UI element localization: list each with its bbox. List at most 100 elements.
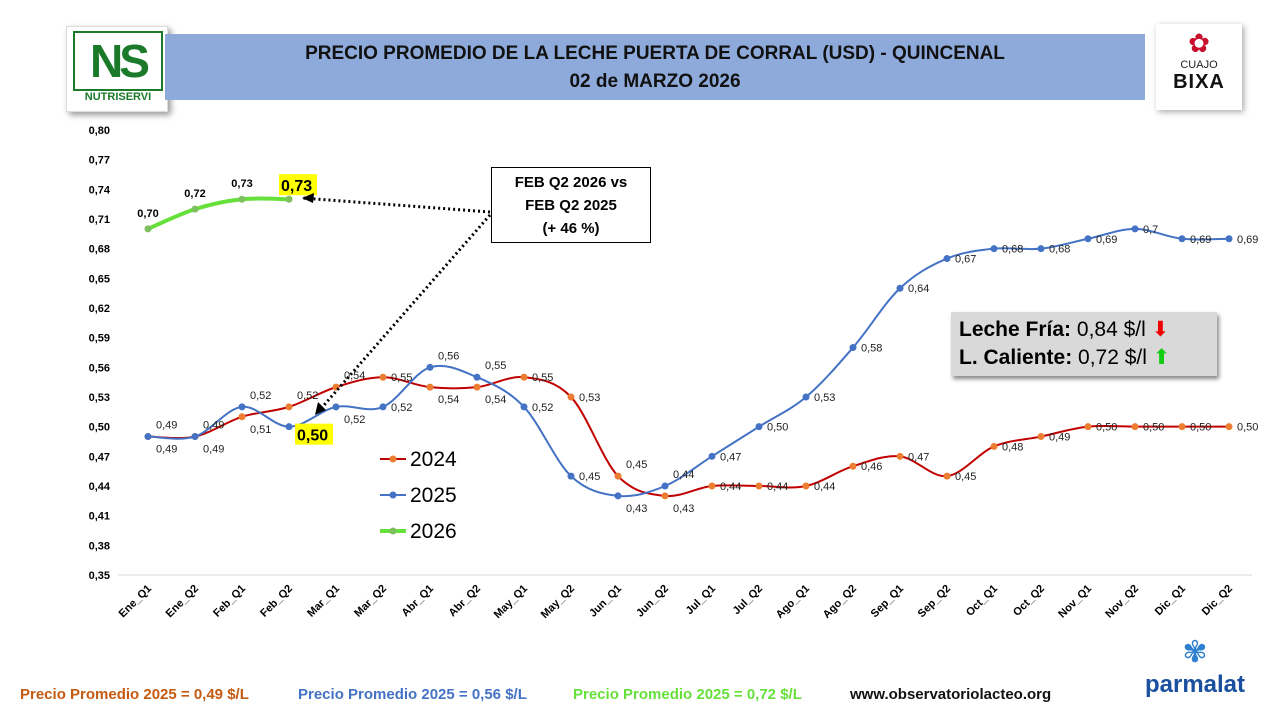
data-label-2024: 0,43 [673,503,694,515]
data-point-2024 [1131,423,1139,431]
x-tick-label: Oct_Q2 [1011,583,1047,619]
data-point-2024 [896,452,904,460]
website-link[interactable]: www.observatoriolacteo.org [850,686,1052,703]
y-tick-label: 0,35 [89,570,110,582]
data-label-2025: 0,43 [626,503,647,515]
data-label-2025: 0,47 [720,451,741,463]
data-label-2024: 0,54 [438,394,459,406]
chart-title: PRECIO PROMEDIO DE LA LECHE PUERTA DE CO… [305,43,1005,64]
y-tick-label: 0,62 [89,303,110,315]
data-point-2025 [896,284,904,292]
data-point-2024 [661,492,669,500]
data-label-2024: 0,55 [532,372,553,384]
data-point-2024 [426,383,434,391]
data-label-2024: 0,44 [720,481,741,493]
x-tick-label: Abr_Q2 [447,583,484,620]
data-point-2026 [285,195,293,203]
x-tick-label: Ene_Q2 [164,583,201,620]
data-point-2024 [238,413,246,421]
logo-top-text: CUAJO [1180,59,1218,71]
data-point-2025 [1225,235,1233,243]
x-tick-label: Feb_Q1 [211,583,248,620]
highlight-box [295,423,333,445]
legend-label: 2026 [410,520,457,543]
data-point-2024 [708,482,716,490]
y-tick-label: 0,77 [89,155,110,167]
x-tick-label: May_Q2 [539,583,577,621]
y-tick-label: 0,56 [89,362,110,374]
data-point-2024 [990,442,998,450]
x-tick-label: Jul_Q1 [684,583,718,617]
data-point-2025 [567,472,575,480]
comparison-callout: FEB Q2 2026 vs FEB Q2 2025 (+ 46 %) [491,167,651,243]
data-point-2025 [708,452,716,460]
data-label-2025: 0,45 [579,471,600,483]
highlight-box [279,174,317,196]
y-tick-label: 0,38 [89,540,110,552]
x-tick-label: Ago_Q1 [774,583,812,621]
data-point-2024 [473,383,481,391]
data-point-2025 [802,393,810,401]
y-tick-label: 0,44 [89,481,111,493]
x-tick-label: Nov_Q2 [1103,583,1141,621]
series-line-2026 [147,196,290,231]
data-label-2024: 0,52 [297,390,318,402]
data-point-2025 [191,433,199,441]
data-point-2025 [426,363,434,371]
legend-marker-2024 [389,455,397,463]
y-tick-label: 0,80 [89,125,110,137]
parmalat-text: parmalat [1144,671,1246,698]
data-label-2025: 0,53 [814,392,835,404]
data-point-2024 [943,472,951,480]
data-label-2025: 0,55 [485,360,506,372]
data-label-2024: 0,49 [156,444,177,456]
legend-label: 2024 [410,448,457,471]
data-label-2025: 0,49 [156,420,177,432]
x-tick-label: Jun_Q2 [634,583,671,620]
x-tick-label: Ene_Q1 [117,583,154,620]
caliente-label: L. Caliente: [959,346,1073,369]
data-label-2024: 0,45 [955,471,976,483]
data-point-2024 [285,403,293,411]
parmalat-logo: ✾ parmalat [1120,635,1270,699]
data-label-2025: 0,69 [1096,234,1117,246]
y-tick-label: 0,65 [89,273,110,285]
data-label-2025: 0,64 [908,283,929,295]
data-point-2025 [614,492,622,500]
x-tick-label: Dic_Q2 [1200,583,1235,618]
data-label-2025: 0,52 [344,414,365,426]
data-label-2024: 0,55 [391,372,412,384]
arrow-down-icon: ⬇ [1151,318,1170,341]
data-label-2025: 0,7 [1143,224,1158,236]
data-point-2024 [1178,423,1186,431]
data-label-2025: 0,69 [1237,234,1258,246]
price-infobox: Leche Fría: 0,84 $/l ⬇ L. Caliente: 0,72… [951,312,1217,376]
data-label-2024: 0,44 [767,481,788,493]
y-tick-label: 0,53 [89,392,110,404]
fria-value: 0,84 $/l [1076,318,1146,341]
arrow-head-icon [315,402,326,415]
callout-line: FEB Q2 2026 vs [514,174,628,191]
parmalat-flower-icon: ✾ [1182,636,1208,669]
x-tick-label: Jun_Q1 [587,583,624,620]
data-point-2024 [1084,423,1092,431]
y-tick-label: 0,41 [89,511,110,523]
data-point-2025 [849,344,857,352]
data-point-2024 [520,373,528,381]
data-point-2025 [520,403,528,411]
x-tick-label: Mar_Q2 [352,583,389,620]
callout-line: FEB Q2 2025 [525,197,617,214]
avg-2024: Precio Promedio 2025 = 0,49 $/L [20,686,249,703]
data-label-2024: 0,54 [344,370,365,382]
data-label-2025: 0,69 [1190,234,1211,246]
data-point-2024 [379,373,387,381]
data-point-2024 [614,472,622,480]
data-label-2024: 0,50 [1237,422,1258,434]
data-point-2025 [379,403,387,411]
data-point-2025 [661,482,669,490]
data-point-2025 [1178,235,1186,243]
arrow-head-icon [302,193,314,203]
y-tick-label: 0,68 [89,244,110,256]
legend-label: 2025 [410,484,457,507]
